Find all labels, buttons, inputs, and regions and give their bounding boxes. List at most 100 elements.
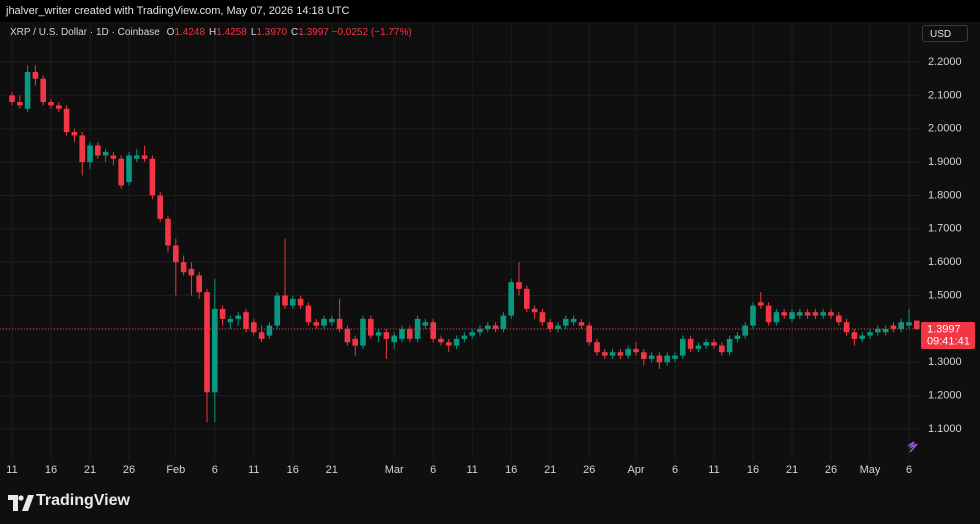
legend-value: 1.4258 — [216, 27, 247, 38]
legend-key: O — [166, 27, 175, 38]
candle-body — [828, 312, 834, 316]
candle-body — [258, 332, 265, 339]
candle-body — [781, 312, 787, 316]
candle-body — [173, 245, 179, 263]
candle-body — [453, 338, 460, 346]
candle-body — [110, 155, 117, 159]
candle-body — [290, 298, 296, 306]
candle-body — [758, 302, 764, 306]
y-tick-label: 2.2000 — [928, 56, 962, 68]
x-tick-label: May — [860, 464, 881, 476]
candle-body — [446, 342, 452, 346]
candle-body — [563, 318, 569, 326]
footer — [0, 480, 980, 524]
candle-body — [219, 308, 226, 319]
candle-body — [516, 282, 522, 289]
candle-body — [477, 328, 483, 333]
candle-body — [508, 282, 514, 316]
countdown: 09:41:41 — [927, 335, 970, 347]
candle-body — [687, 338, 694, 349]
chart: 1.10001.20001.30001.40001.50001.60001.70… — [0, 0, 980, 480]
x-tick-label: 6 — [906, 464, 912, 476]
candle-body — [633, 348, 639, 353]
candle-body — [95, 145, 101, 156]
candle-body — [914, 320, 920, 329]
candle-body — [594, 342, 600, 353]
y-tick-label: 2.0000 — [928, 123, 962, 135]
candle-body — [617, 352, 624, 356]
candle-body — [180, 262, 187, 273]
candle-body — [812, 312, 819, 316]
legend-key: H — [209, 27, 217, 38]
y-tick-label: 1.1000 — [928, 423, 962, 435]
candle-body — [235, 315, 241, 319]
candle-body — [266, 325, 273, 336]
legend-key: L — [250, 27, 257, 38]
candle-body — [71, 132, 78, 136]
background — [0, 0, 980, 480]
candle-body — [305, 305, 312, 323]
candle-body — [672, 355, 678, 359]
candle-body — [422, 322, 429, 326]
candle-body — [820, 312, 826, 316]
candle-body — [461, 335, 468, 339]
candle-body — [648, 355, 655, 359]
x-tick-label: 6 — [430, 464, 436, 476]
legend-key: C — [291, 27, 299, 38]
candle-body — [664, 355, 670, 363]
candle-body — [141, 155, 148, 159]
candle-body — [750, 305, 756, 326]
candle-body — [336, 318, 343, 329]
candle-body — [297, 298, 304, 306]
y-tick-label: 1.7000 — [928, 223, 962, 235]
candle-body — [274, 295, 280, 326]
candle-body — [719, 345, 725, 353]
y-tick-label: 1.9000 — [928, 156, 962, 168]
candle-body — [24, 72, 31, 109]
candle-body — [196, 275, 202, 293]
candle-body — [56, 105, 62, 109]
candle-body — [641, 352, 647, 359]
legend-value: 1.3970 — [256, 27, 288, 38]
candle-body — [282, 295, 288, 306]
legend-value: 1.3997 — [298, 27, 329, 38]
candle-body — [227, 318, 234, 323]
y-tick-label: 1.3000 — [928, 356, 962, 368]
candles — [0, 65, 920, 423]
candle-body — [851, 332, 858, 339]
candle-body — [485, 325, 491, 329]
candle-body — [321, 318, 327, 326]
symbol: XRP / U.S. Dollar · 1D · Coinbase — [10, 27, 160, 38]
y-tick-label: 2.1000 — [928, 89, 962, 101]
candle-body — [898, 322, 904, 329]
x-tick-label: 16 — [747, 464, 759, 476]
x-tick-label: 16 — [287, 464, 299, 476]
x-tick-label: 6 — [212, 464, 218, 476]
x-tick-label: 26 — [583, 464, 595, 476]
candle-body — [118, 158, 124, 186]
candle-body — [157, 195, 163, 219]
y-tick-label: 1.6000 — [928, 256, 962, 268]
candle-body — [625, 348, 631, 356]
y-tick-label: 1.2000 — [928, 390, 962, 402]
x-tick-label: Apr — [627, 464, 644, 476]
candle-body — [188, 268, 195, 276]
x-tick-label: 26 — [825, 464, 837, 476]
candle-body — [789, 312, 795, 319]
candle-body — [430, 322, 436, 339]
x-tick-label: 21 — [544, 464, 556, 476]
legend: XRP / U.S. Dollar · 1D · Coinbase O1.424… — [10, 27, 412, 38]
candle-body — [102, 152, 109, 156]
candle-body — [890, 325, 897, 329]
x-tick-label: 21 — [84, 464, 96, 476]
candle-body — [48, 102, 54, 106]
candle-body — [875, 328, 881, 333]
x-tick-label: Feb — [166, 464, 185, 476]
currency-button[interactable]: USD — [922, 25, 968, 42]
candle-body — [695, 345, 702, 349]
candle-body — [843, 322, 850, 333]
last-price-box — [921, 321, 975, 349]
candle-body — [882, 328, 889, 333]
y-tick-label: 1.8000 — [928, 189, 962, 201]
candle-body — [804, 312, 811, 316]
